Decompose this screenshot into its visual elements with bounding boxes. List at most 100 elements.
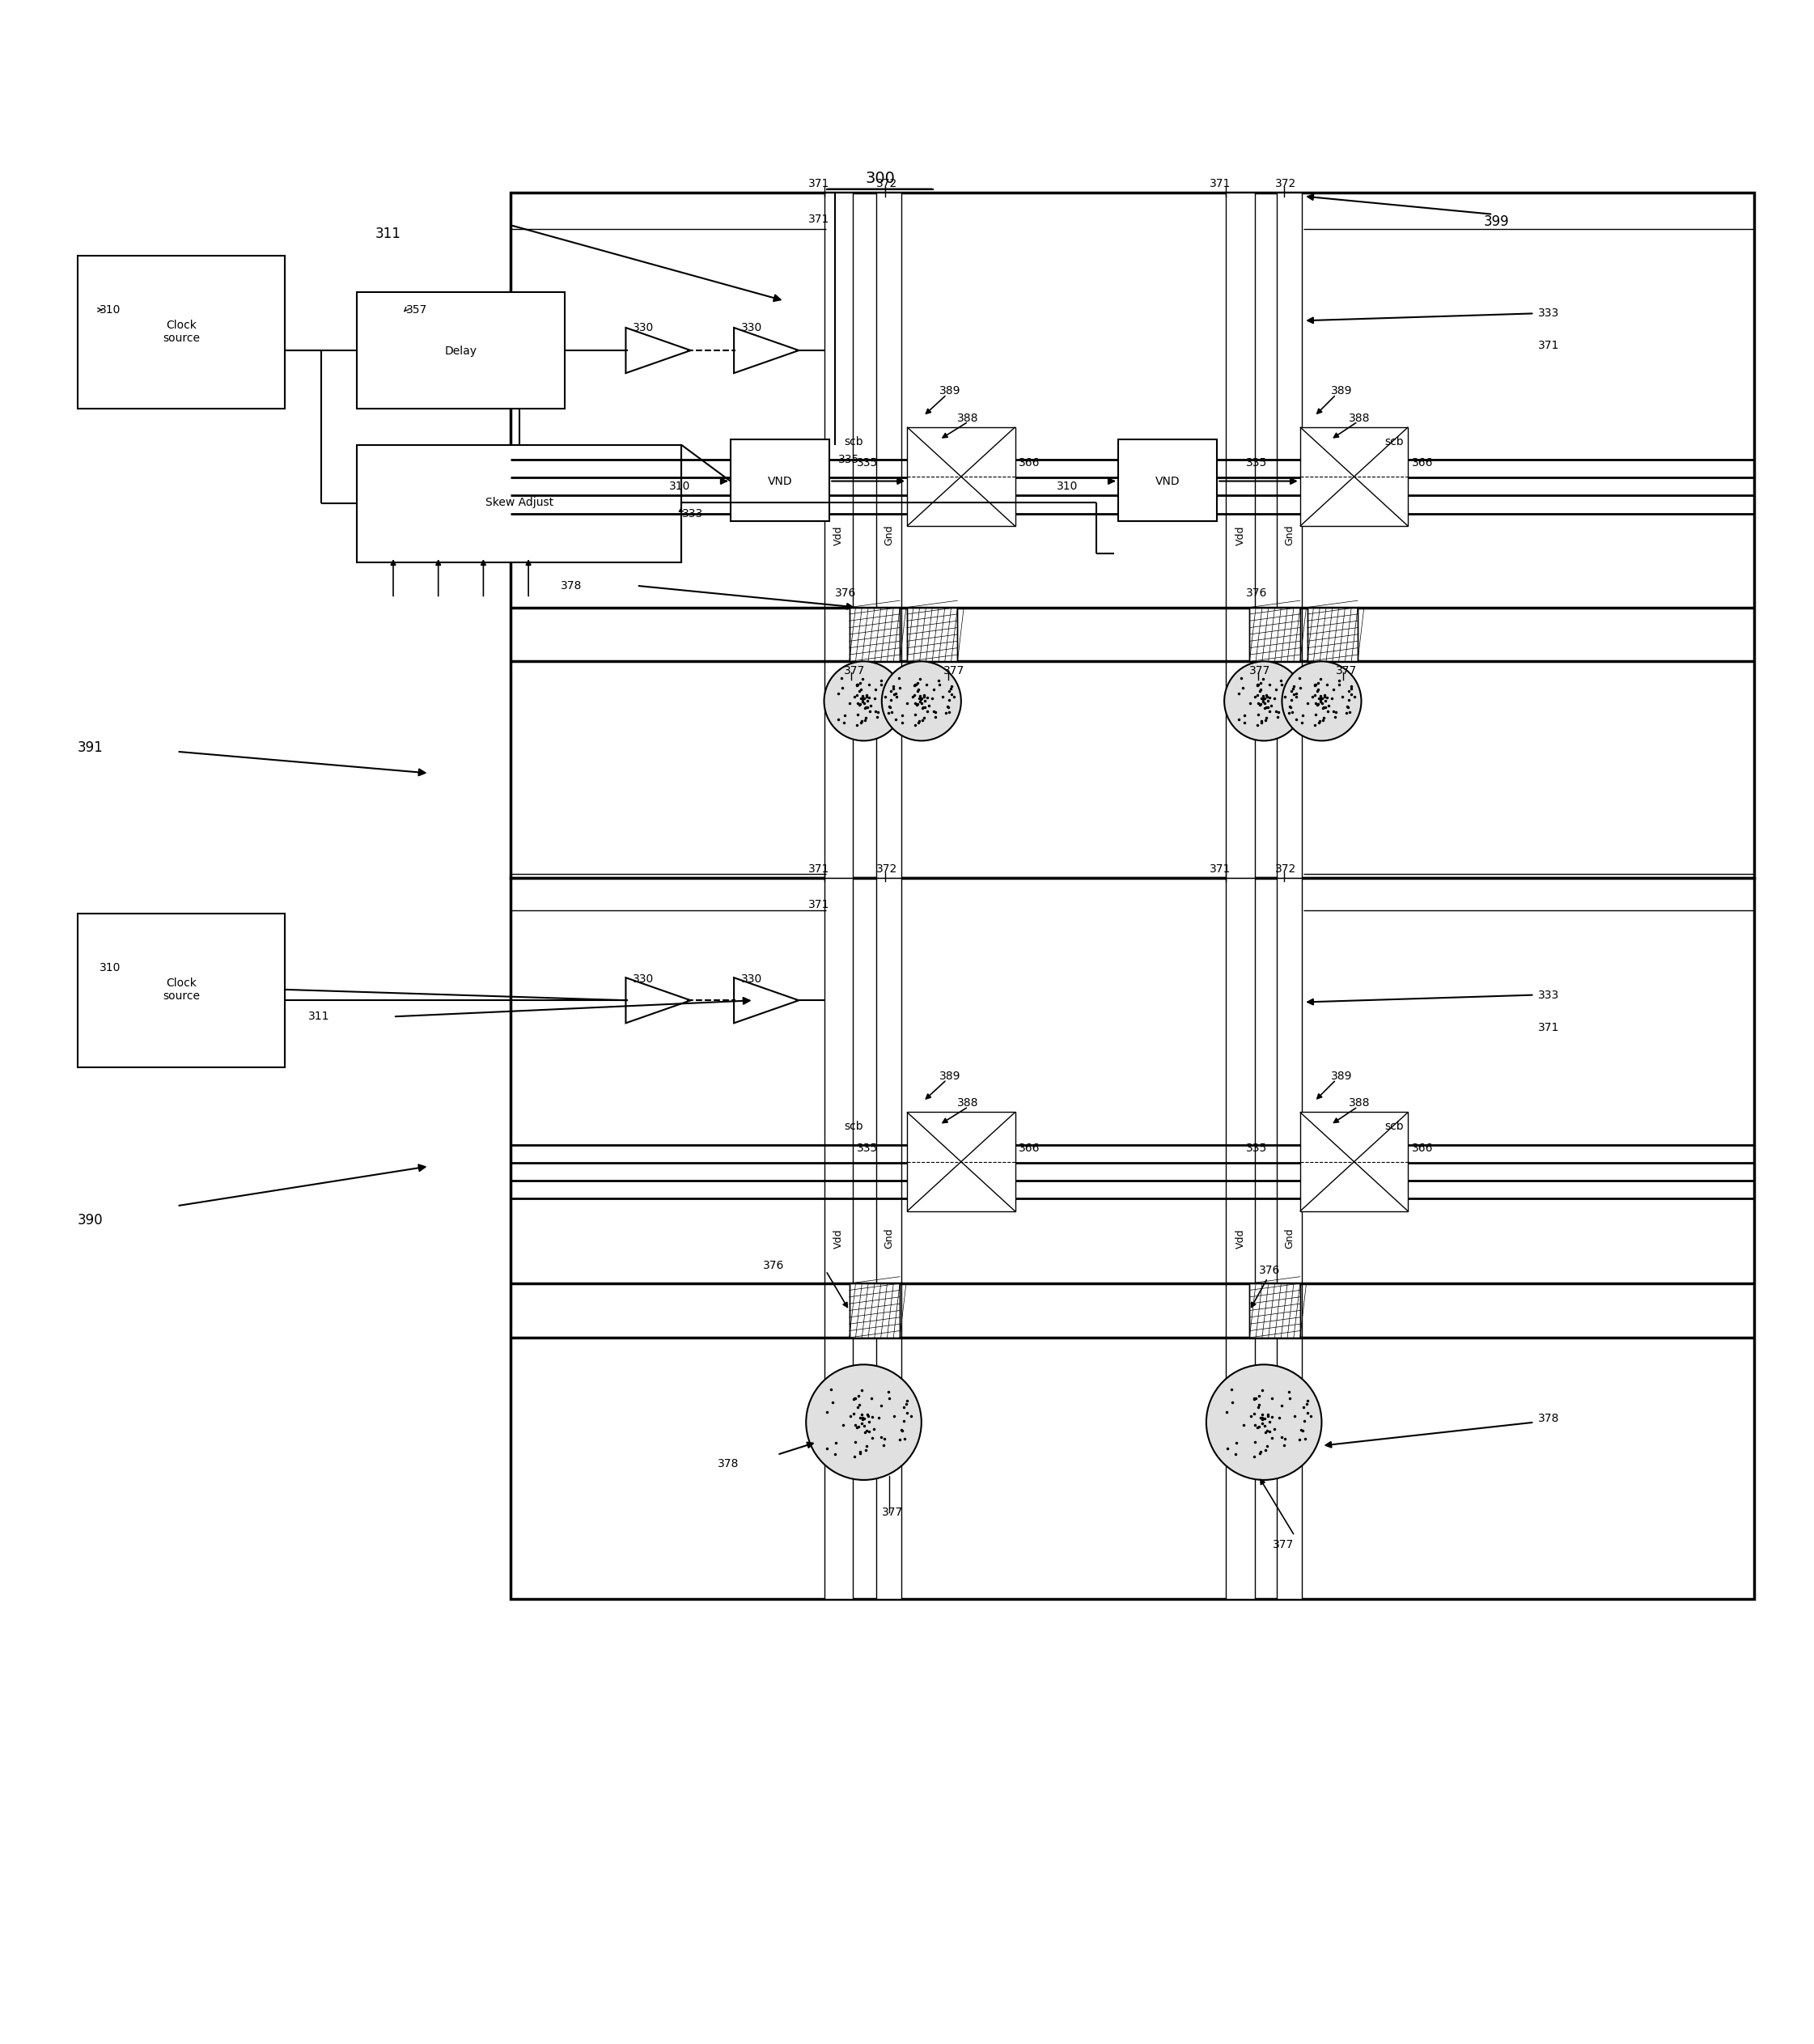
Text: 371: 371 [1210,863,1232,875]
Text: Vdd: Vdd [833,525,844,546]
FancyBboxPatch shape [824,877,853,1598]
FancyBboxPatch shape [78,256,285,409]
Text: Gnd: Gnd [883,525,894,546]
Text: 388: 388 [1348,413,1370,423]
Text: 366: 366 [1019,1143,1039,1155]
Text: VND: VND [767,476,793,486]
Text: Clock
source: Clock source [163,319,200,343]
Text: Delay: Delay [444,345,477,358]
Text: 311: 311 [375,227,401,241]
Text: VND: VND [1156,476,1179,486]
Text: 371: 371 [1538,1022,1560,1032]
FancyBboxPatch shape [876,877,902,1598]
Circle shape [1282,662,1360,740]
FancyBboxPatch shape [731,439,829,521]
FancyBboxPatch shape [1301,1112,1408,1212]
Text: 310: 310 [1056,480,1078,493]
Text: Gnd: Gnd [1284,525,1295,546]
Circle shape [882,662,961,740]
Text: 330: 330 [633,973,655,985]
Text: 376: 376 [1259,1265,1281,1275]
Text: 371: 371 [807,178,829,190]
Circle shape [1206,1365,1322,1480]
FancyBboxPatch shape [1277,877,1302,1598]
FancyBboxPatch shape [357,292,564,409]
Text: 389: 389 [1331,386,1351,397]
FancyBboxPatch shape [510,877,1754,1598]
Text: 391: 391 [78,740,103,754]
Text: 335: 335 [856,1143,878,1155]
Text: 371: 371 [807,863,829,875]
Text: scb: scb [1384,435,1404,448]
Text: 372: 372 [1275,863,1295,875]
FancyBboxPatch shape [1277,192,1302,877]
FancyBboxPatch shape [849,1284,900,1337]
Text: 330: 330 [633,323,655,333]
Text: 335: 335 [1246,1143,1268,1155]
Text: 376: 376 [1246,587,1268,599]
Text: 310: 310 [100,305,122,315]
Text: 388: 388 [1348,1098,1370,1108]
FancyBboxPatch shape [907,1112,1016,1212]
Text: 372: 372 [1275,178,1295,190]
Text: 389: 389 [1331,1071,1351,1081]
Text: 388: 388 [958,1098,980,1108]
Text: 377: 377 [1273,1539,1293,1551]
FancyBboxPatch shape [1226,192,1255,877]
Text: 389: 389 [940,1071,961,1081]
Text: 366: 366 [1411,458,1433,468]
Text: 388: 388 [958,413,980,423]
Text: 366: 366 [1019,458,1039,468]
Text: 376: 376 [834,587,856,599]
Text: 377: 377 [1337,664,1357,677]
Text: Gnd: Gnd [883,1228,894,1249]
Text: 399: 399 [1484,215,1509,229]
FancyBboxPatch shape [907,427,1016,525]
Text: scb: scb [1384,1120,1404,1132]
Text: 310: 310 [100,963,122,973]
FancyBboxPatch shape [1301,427,1408,525]
FancyBboxPatch shape [357,446,682,562]
Text: 333: 333 [1538,309,1560,319]
Text: 377: 377 [844,664,865,677]
Text: 335: 335 [1246,458,1268,468]
Text: 333: 333 [1538,989,1560,1002]
Text: 377: 377 [943,664,965,677]
Text: Skew Adjust: Skew Adjust [486,497,553,509]
Text: 333: 333 [682,507,702,519]
FancyBboxPatch shape [849,607,900,662]
Circle shape [824,662,903,740]
Text: 376: 376 [762,1259,784,1271]
Circle shape [805,1365,922,1480]
Text: 372: 372 [876,863,898,875]
Text: 377: 377 [1250,664,1272,677]
FancyBboxPatch shape [510,192,1754,877]
FancyBboxPatch shape [1308,607,1357,662]
FancyBboxPatch shape [824,192,853,877]
Text: 335: 335 [856,458,878,468]
Text: Vdd: Vdd [1235,525,1246,546]
Text: 372: 372 [876,178,898,190]
Text: 366: 366 [1411,1143,1433,1155]
Text: 389: 389 [940,386,961,397]
Text: 335: 335 [838,454,860,466]
Text: 371: 371 [1210,178,1232,190]
Text: Clock
source: Clock source [163,977,200,1002]
Text: 330: 330 [742,973,762,985]
FancyBboxPatch shape [1250,1284,1301,1337]
Text: 300: 300 [865,170,894,186]
Text: 310: 310 [669,480,691,493]
Text: 330: 330 [742,323,762,333]
Circle shape [1224,662,1304,740]
Text: 371: 371 [807,215,829,225]
Text: 378: 378 [561,580,582,591]
Text: 390: 390 [78,1212,103,1228]
Text: Vdd: Vdd [833,1228,844,1249]
Text: scb: scb [844,1120,863,1132]
FancyBboxPatch shape [78,914,285,1067]
Text: 378: 378 [1538,1412,1560,1425]
Text: Gnd: Gnd [1284,1228,1295,1249]
Text: scb: scb [844,435,863,448]
Text: 377: 377 [882,1506,903,1519]
Text: 357: 357 [406,305,426,315]
